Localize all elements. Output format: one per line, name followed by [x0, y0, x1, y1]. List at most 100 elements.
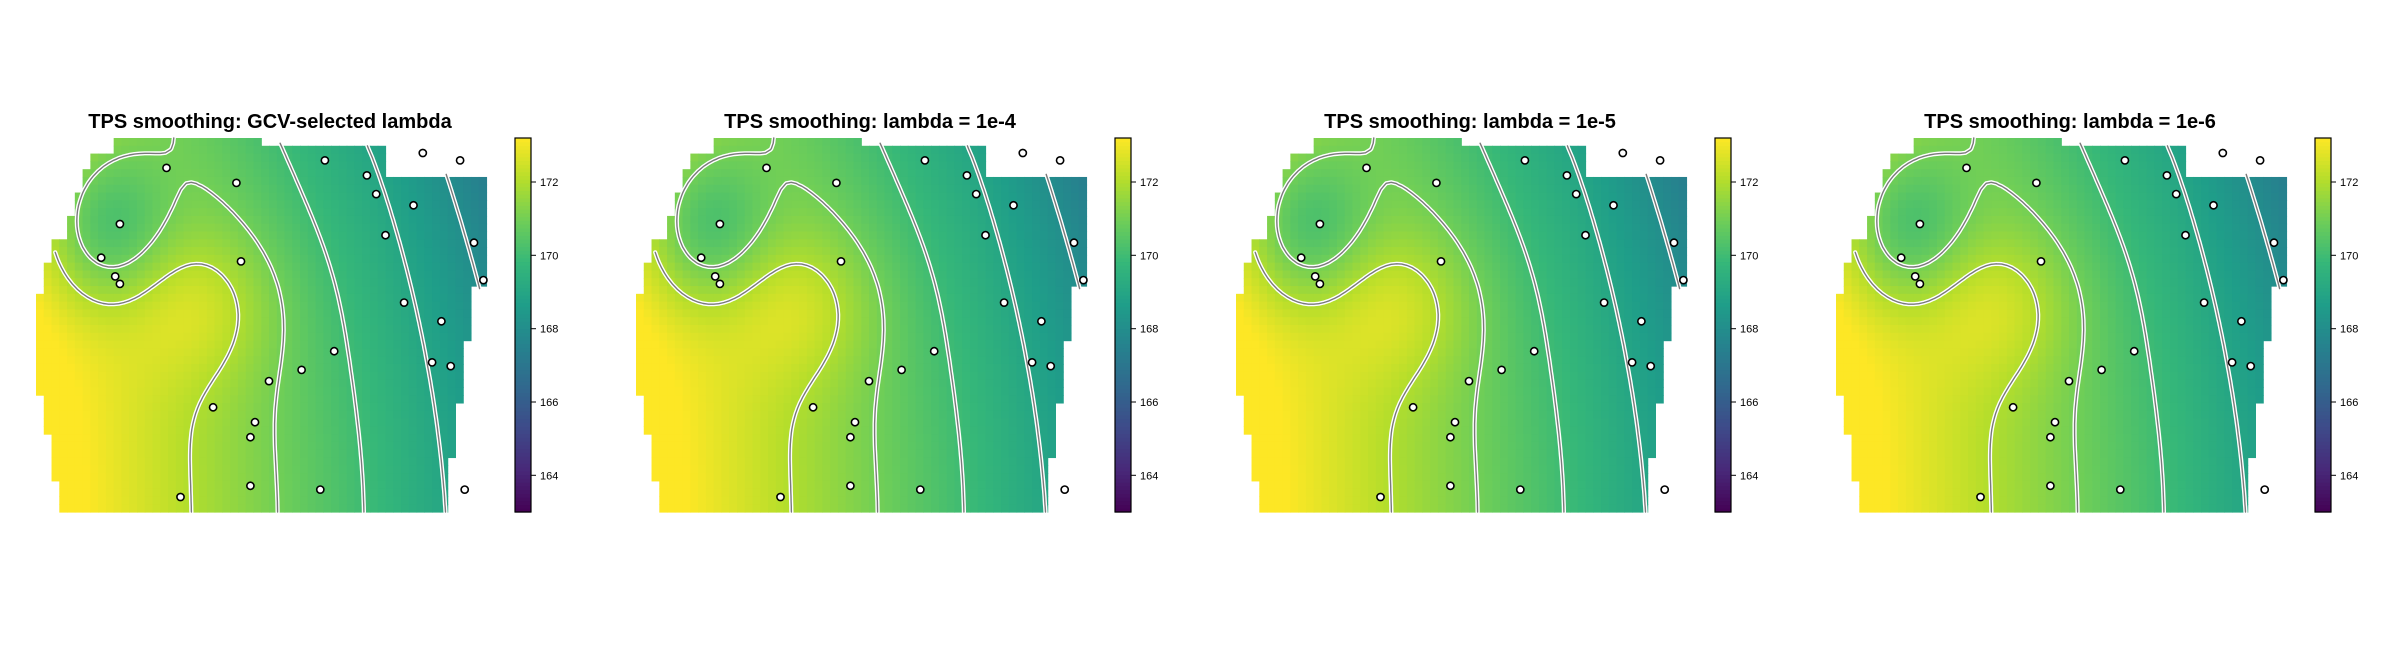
- heatmap-cell: [1016, 426, 1025, 435]
- heatmap-cell: [1039, 457, 1049, 466]
- heatmap-cell: [416, 262, 425, 272]
- heatmap-cell: [1032, 457, 1041, 466]
- heatmap-cell: [721, 387, 730, 396]
- colorbar-band: [515, 138, 531, 143]
- heatmap-cell: [775, 317, 785, 326]
- heatmap-cell: [121, 169, 130, 178]
- heatmap-cell: [323, 239, 332, 248]
- heatmap-cell: [82, 286, 91, 295]
- heatmap-cell: [98, 208, 107, 217]
- heatmap-cell: [206, 363, 216, 373]
- heatmap-cell: [736, 418, 746, 427]
- heatmap-cell: [447, 293, 456, 303]
- heatmap-cell: [721, 215, 730, 225]
- heatmap-cell: [806, 480, 816, 490]
- heatmap-cell: [300, 176, 309, 186]
- heatmap-cell: [946, 441, 956, 451]
- heatmap-cell: [377, 262, 387, 272]
- heatmap-cell: [346, 317, 356, 326]
- heatmap-cell: [253, 169, 262, 178]
- heatmap-cell: [338, 286, 348, 295]
- heatmap-cell: [900, 293, 909, 303]
- heatmap-cell: [136, 449, 146, 459]
- heatmap-cell: [136, 363, 146, 373]
- heatmap-cell: [931, 434, 940, 443]
- heatmap-cell: [907, 184, 917, 194]
- heatmap-cell: [292, 426, 301, 435]
- colorbar-band: [515, 220, 531, 225]
- heatmap-cell: [447, 309, 456, 318]
- heatmap-cell: [915, 317, 924, 326]
- heatmap-cell: [113, 138, 123, 147]
- heatmap-cell: [853, 286, 862, 295]
- heatmap-cell: [98, 356, 107, 365]
- heatmap-cell: [362, 223, 371, 233]
- heatmap-cell: [401, 231, 410, 240]
- heatmap-cell: [82, 231, 91, 240]
- heatmap-cell: [729, 262, 738, 272]
- heatmap-cell: [346, 184, 356, 194]
- heatmap-cell: [799, 473, 808, 482]
- colorbar-band: [515, 182, 531, 188]
- heatmap-cell: [837, 239, 847, 248]
- heatmap-cell: [51, 270, 60, 279]
- heatmap-cell: [1047, 262, 1056, 272]
- heatmap-cell: [261, 231, 270, 240]
- heatmap-cell: [214, 254, 223, 264]
- heatmap-cell: [206, 496, 216, 505]
- heatmap-cell: [113, 441, 123, 451]
- heatmap-cell: [160, 449, 169, 459]
- heatmap-cell: [276, 223, 286, 233]
- heatmap-cell: [1032, 278, 1041, 287]
- heatmap-cell: [923, 371, 932, 381]
- heatmap-cell: [51, 418, 60, 427]
- heatmap-cell: [253, 402, 262, 412]
- heatmap-cell: [292, 356, 301, 365]
- heatmap-cell: [900, 161, 909, 170]
- heatmap-cell: [129, 278, 138, 287]
- heatmap-cell: [752, 465, 761, 474]
- heatmap-cell: [369, 465, 379, 474]
- heatmap-cell: [424, 418, 433, 427]
- heatmap-cell: [884, 215, 893, 225]
- observation-point: [115, 279, 125, 289]
- heatmap-cell: [1063, 200, 1072, 209]
- heatmap-cell: [393, 418, 402, 427]
- heatmap-cell: [1001, 449, 1010, 459]
- heatmap-cell: [393, 293, 402, 303]
- heatmap-cell: [1024, 410, 1033, 420]
- heatmap-cell: [830, 161, 839, 170]
- heatmap-cell: [830, 480, 839, 490]
- heatmap-cell: [354, 402, 363, 412]
- observation-point: [115, 219, 125, 229]
- heatmap-cell: [253, 192, 262, 201]
- heatmap-cell: [861, 387, 870, 396]
- heatmap-cell: [900, 301, 909, 311]
- heatmap-cell: [853, 223, 862, 233]
- heatmap-cell: [915, 293, 924, 303]
- heatmap-cell: [432, 239, 441, 248]
- heatmap-cell: [424, 192, 433, 201]
- heatmap-cell: [822, 192, 831, 201]
- heatmap-cell: [323, 215, 332, 225]
- heatmap-cell: [760, 465, 769, 474]
- heatmap-cell: [636, 309, 645, 318]
- heatmap-cell: [869, 169, 878, 178]
- heatmap-cell: [884, 239, 893, 248]
- heatmap-cell: [861, 340, 870, 349]
- heatmap-cell: [907, 480, 917, 490]
- heatmap-cell: [791, 317, 800, 326]
- heatmap-cell: [977, 465, 987, 474]
- heatmap-cell: [837, 434, 847, 443]
- heatmap-cell: [1055, 340, 1064, 349]
- heatmap-cell: [74, 441, 84, 451]
- heatmap-cell: [869, 184, 878, 194]
- heatmap-cell: [1039, 270, 1049, 279]
- heatmap-cell: [331, 184, 340, 194]
- heatmap-cell: [1039, 223, 1049, 233]
- heatmap-cell: [160, 379, 169, 388]
- heatmap-cell: [237, 169, 247, 178]
- heatmap-cell: [768, 363, 777, 373]
- heatmap-cell: [222, 426, 231, 435]
- heatmap-cell: [830, 153, 839, 162]
